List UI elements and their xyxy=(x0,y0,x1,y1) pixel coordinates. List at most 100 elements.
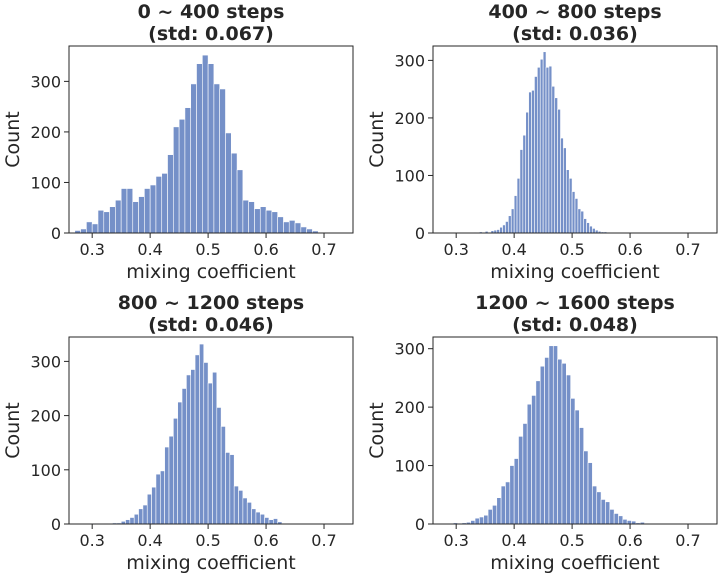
histogram-bar xyxy=(586,222,590,234)
subplot-3: 800 ~ 1200 steps(std: 0.046) 0.3 0.4 0.5 0.6… xyxy=(2,292,354,574)
histogram-bar xyxy=(470,520,476,525)
x-axis-label: mixing coefficient xyxy=(490,261,660,283)
histogram-bar xyxy=(526,403,532,525)
histogram-bar xyxy=(181,388,187,525)
histogram-bar xyxy=(225,132,232,234)
histogram-bar xyxy=(144,188,151,234)
histogram-bar xyxy=(528,91,532,234)
histogram-bar xyxy=(273,518,278,525)
histogram-bar xyxy=(168,435,174,525)
x-axis-label: mixing coefficient xyxy=(490,552,660,574)
histogram-bars xyxy=(94,343,292,525)
histogram-bar xyxy=(109,206,116,234)
histogram-bar xyxy=(522,423,528,525)
x-tick-label: 0.5 xyxy=(559,531,584,550)
histogram-bar xyxy=(190,369,196,525)
x-tick-label: 0.4 xyxy=(137,531,162,550)
histogram-bar xyxy=(259,206,267,234)
subplot-2: 400 ~ 800 steps(std: 0.036) 0.3 0.4 0.5 0.6 0… xyxy=(366,1,718,283)
x-tick-label: 0.7 xyxy=(311,531,336,550)
histogram-bar xyxy=(251,508,257,525)
y-axis-label: Count xyxy=(2,402,24,458)
subplot-subtitle: (std: 0.036) xyxy=(512,23,638,45)
histogram-bar xyxy=(557,358,563,525)
histogram-bar xyxy=(561,362,567,525)
histogram-bar xyxy=(548,65,553,234)
histogram-bar xyxy=(219,88,226,234)
histogram-bar xyxy=(587,462,593,525)
histogram-bar xyxy=(86,221,93,234)
y-tick-label: 0 xyxy=(51,224,61,243)
histogram-bar xyxy=(600,499,606,525)
histogram-bar xyxy=(184,107,192,234)
histogram-bar xyxy=(609,509,615,525)
histogram-bar xyxy=(133,513,139,525)
y-tick-label: 300 xyxy=(30,72,61,91)
histogram-bar xyxy=(207,382,213,525)
histogram-bar xyxy=(492,504,498,525)
x-tick-label: 0.3 xyxy=(443,240,468,259)
histogram-bar xyxy=(129,517,135,525)
x-tick-label: 0.3 xyxy=(443,531,468,550)
x-tick-label: 0.6 xyxy=(253,240,278,259)
histogram-bar xyxy=(216,407,222,525)
histogram-bar xyxy=(220,426,226,525)
histogram-bar xyxy=(534,76,538,234)
histogram-bar xyxy=(225,452,231,525)
histogram-bar xyxy=(138,196,145,234)
histogram-bar xyxy=(566,374,571,525)
histogram-bar xyxy=(496,229,500,234)
subplot-subtitle: (std: 0.067) xyxy=(148,23,274,45)
histogram-bar xyxy=(268,519,274,525)
histogram-bar xyxy=(186,374,192,525)
histogram-bar xyxy=(283,221,290,234)
histogram-bars xyxy=(444,51,611,234)
histogram-bar xyxy=(212,371,218,525)
x-tick-label: 0.3 xyxy=(79,531,104,550)
histogram-bars xyxy=(74,54,319,234)
subplot-title: 0 ~ 400 steps xyxy=(138,1,285,23)
y-axis-label: Count xyxy=(366,402,388,458)
histogram-bar xyxy=(522,134,527,234)
y-tick-label: 200 xyxy=(30,123,61,142)
y-tick-label: 0 xyxy=(415,515,425,534)
x-tick-label: 0.6 xyxy=(617,240,642,259)
histogram-bar xyxy=(230,152,238,234)
histogram-bar xyxy=(173,417,178,525)
histogram-bar xyxy=(519,149,524,234)
histogram-bar xyxy=(583,218,587,234)
histogram-bar xyxy=(155,176,163,234)
histogram-bar xyxy=(126,188,134,234)
histogram-bar xyxy=(194,354,200,525)
histogram-bar xyxy=(589,225,593,234)
histogram-bar xyxy=(202,54,209,234)
plot-frame xyxy=(432,45,718,234)
histogram-bar xyxy=(496,497,502,525)
histogram-bar xyxy=(579,427,584,525)
x-tick-label: 0.4 xyxy=(501,531,526,550)
histogram-bar xyxy=(510,208,515,234)
histogram-bar xyxy=(213,83,220,234)
y-axis-label: Count xyxy=(366,111,388,167)
x-tick-label: 0.4 xyxy=(137,240,162,259)
histogram-bar xyxy=(97,209,105,234)
histogram-bars xyxy=(452,345,650,525)
histogram-bar xyxy=(508,215,512,234)
histogram-bar xyxy=(142,504,148,525)
histogram-bar xyxy=(571,191,576,234)
histogram-bar xyxy=(499,226,503,234)
plot-frame xyxy=(432,336,718,525)
histogram-bar xyxy=(259,513,265,525)
histogram-bar xyxy=(552,345,558,525)
histogram-bar xyxy=(554,97,558,234)
x-tick-label: 0.5 xyxy=(195,531,220,550)
histogram-bar xyxy=(539,365,545,525)
x-tick-label: 0.6 xyxy=(617,531,642,550)
histogram-bar xyxy=(125,519,131,525)
histogram-bar xyxy=(539,58,544,234)
histogram-bar xyxy=(518,436,524,525)
x-tick-label: 0.4 xyxy=(501,240,526,259)
histogram-bar xyxy=(574,409,580,525)
histogram-bar xyxy=(568,178,573,234)
